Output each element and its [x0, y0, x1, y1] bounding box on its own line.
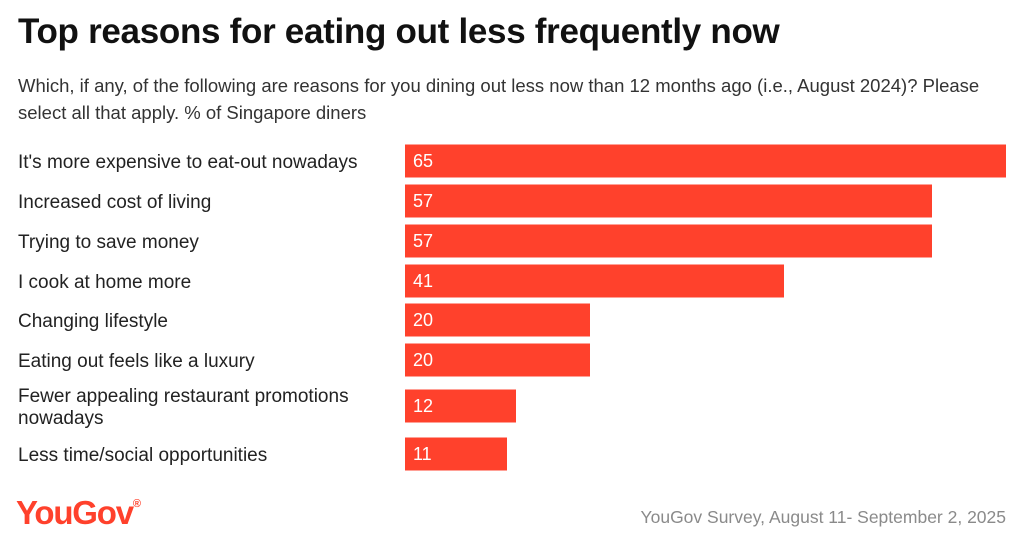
category-label: I cook at home more: [18, 272, 191, 293]
bar: [405, 303, 590, 337]
value-label: 20: [413, 310, 433, 330]
category-label-line: Increased cost of living: [18, 192, 211, 213]
bar: [405, 184, 932, 218]
category-label: Changing lifestyle: [18, 311, 168, 332]
category-label: It's more expensive to eat-out nowadays: [18, 152, 357, 173]
category-label: Less time/social opportunities: [18, 445, 267, 466]
value-label: 11: [413, 444, 432, 464]
category-label-line: Less time/social opportunities: [18, 445, 267, 466]
category-label-line: Trying to save money: [18, 232, 199, 253]
registered-mark: ®: [132, 498, 141, 510]
category-label: Trying to save money: [18, 232, 199, 253]
category-label: Fewer appealing restaurant promotions now…: [18, 386, 349, 429]
source-note: YouGov Survey, August 11- September 2, 2…: [640, 507, 1006, 527]
chart-subtitle: Which, if any, of the following are reas…: [18, 75, 980, 123]
value-label: 65: [413, 151, 433, 171]
value-label: 12: [413, 396, 433, 416]
category-label-line: I cook at home more: [18, 272, 191, 293]
bar: [405, 343, 590, 377]
category-label-line: Fewer appealing restaurant promotions: [18, 386, 349, 407]
chart-title: Top reasons for eating out less frequent…: [18, 12, 780, 51]
bar: [405, 389, 516, 423]
category-label: Eating out feels like a luxury: [18, 351, 255, 372]
bars-layer: 65 It's more expensive to eat-out nowaday…: [18, 144, 1006, 471]
brand-wordmark: YouGov: [16, 494, 134, 531]
category-label-line: It's more expensive to eat-out nowadays: [18, 152, 357, 173]
bar: [405, 437, 507, 471]
yougov-logo: YouGov®: [16, 494, 141, 532]
bar: [405, 264, 784, 298]
category-label-line: nowadays: [18, 408, 104, 429]
bar: [405, 224, 932, 258]
category-label-line: Changing lifestyle: [18, 311, 168, 332]
value-label: 41: [413, 271, 433, 291]
value-label: 20: [413, 350, 433, 370]
value-label: 57: [413, 231, 433, 251]
bar: [405, 144, 1006, 178]
category-label: Increased cost of living: [18, 192, 211, 213]
category-label-line: Eating out feels like a luxury: [18, 351, 255, 372]
value-label: 57: [413, 191, 433, 211]
